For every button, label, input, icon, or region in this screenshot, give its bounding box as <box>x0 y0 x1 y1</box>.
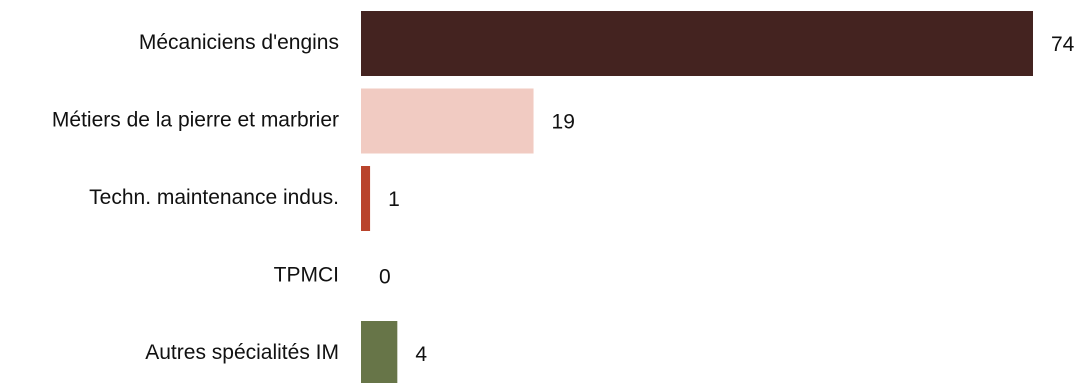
value-label-4: 4 <box>415 343 427 366</box>
value-label-1: 19 <box>552 111 575 134</box>
value-label-2: 1 <box>388 188 400 211</box>
category-labels-group: Mécaniciens d'engins Métiers de la pierre… <box>52 31 339 364</box>
category-label-1: Métiers de la pierre et marbrier <box>52 109 339 132</box>
bar-2 <box>361 166 371 231</box>
category-label-2: Techn. maintenance indus. <box>89 186 339 209</box>
category-label-0: Mécaniciens d'engins <box>139 31 339 54</box>
bar-4 <box>361 321 398 383</box>
bar-1 <box>361 88 534 154</box>
category-label-3: TPMCI <box>274 264 339 287</box>
bars-group <box>361 11 1033 383</box>
value-label-3: 0 <box>379 266 391 289</box>
value-label-0: 74 <box>1051 33 1075 56</box>
bar-0 <box>361 11 1033 76</box>
category-label-4: Autres spécialités IM <box>145 341 339 364</box>
value-labels-group: 74 19 1 0 4 <box>379 33 1075 366</box>
